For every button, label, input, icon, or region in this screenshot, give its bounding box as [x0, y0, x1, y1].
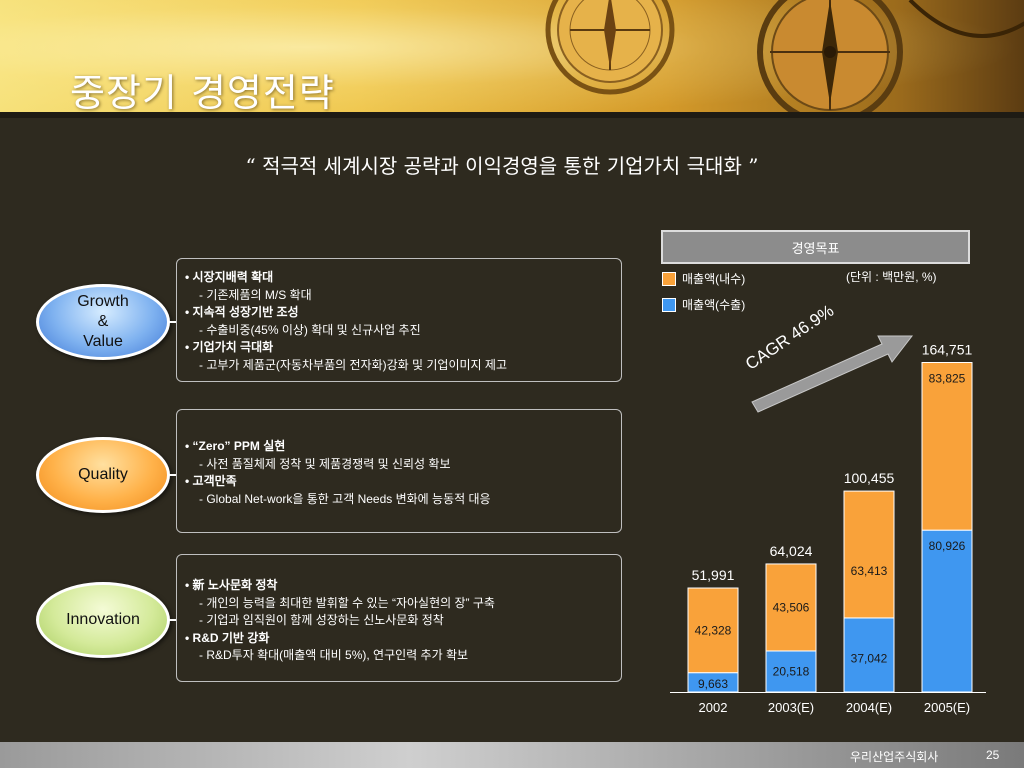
strategy-detail: 고부가 제품군(자동차부품의 전자화)강화 및 기업이미지 제고 [185, 357, 621, 375]
strategy-heading: 시장지배력 확대 [185, 269, 621, 287]
strategy-detail: 수출비중(45% 이상) 확대 및 신규사업 추진 [185, 322, 621, 340]
bar-label-export: 9,663 [698, 677, 728, 691]
bar-total-label: 164,751 [922, 341, 973, 357]
bar-export [921, 529, 973, 693]
strategy-detail: 기존제품의 M/S 확대 [185, 287, 621, 305]
legend-label-export: 매출액(수출) [682, 298, 746, 312]
bar-label-export: 20,518 [773, 665, 810, 679]
footer-bar [0, 742, 1024, 768]
legend-swatch-domestic [662, 271, 676, 286]
bar-label-domestic: 63,413 [851, 564, 888, 578]
legend-label-domestic: 매출액(내수) [682, 272, 746, 286]
sales-target-chart: 9,663 42,328 51,991 2002 20,518 43,506 64,024 2… [670, 335, 986, 715]
strategy-detail: R&D투자 확대(매출액 대비 5%), 연구인력 추가 확보 [185, 647, 621, 665]
x-tick-label: 2004(E) [846, 700, 892, 715]
bar-total-label: 64,024 [770, 543, 813, 559]
strategy-detail: 기업과 임직원이 함께 성장하는 신노사문화 정착 [185, 612, 621, 630]
unit-label: (단위 : 백만원, %) [846, 270, 937, 284]
strategy-box-growth: 시장지배력 확대 기존제품의 M/S 확대 지속적 성장기반 조성 수출비중(4… [176, 258, 622, 382]
x-tick-label: 2005(E) [924, 700, 970, 715]
connector-line [168, 321, 178, 323]
pillar-quality: Quality [36, 437, 170, 513]
connector-line [168, 474, 178, 476]
strategy-heading: “Zero” PPM 실현 [185, 438, 621, 456]
strategy-box-quality: “Zero” PPM 실현 사전 품질체제 정착 및 제품경쟁력 및 신뢰성 확… [176, 409, 622, 533]
legend-swatch-export [662, 297, 676, 312]
slide-title: 중장기 경영전략 [70, 71, 335, 115]
bar-domestic [765, 563, 817, 652]
strategy-heading: 고객만족 [185, 473, 621, 491]
pillar-label-line: Innovation [66, 611, 140, 628]
bar-total-label: 51,991 [692, 567, 735, 583]
bar-label-domestic: 83,825 [929, 371, 966, 385]
bar-label-domestic: 43,506 [773, 600, 810, 614]
vision-slogan: “ 적극적 세계시장 공략과 이익경영을 통한 기업가치 극대화 ” [245, 154, 759, 178]
strategy-heading: 新 노사문화 정착 [185, 577, 621, 595]
target-panel-header: 경영목표 [661, 230, 970, 264]
header-divider [0, 112, 1024, 118]
header-banner: 중장기 경영전략 [0, 0, 1024, 118]
pillar-label-line: Quality [78, 466, 128, 483]
cagr-arrow [751, 335, 914, 413]
bar-total-label: 100,455 [844, 470, 895, 486]
pillar-label-line: Value [83, 333, 123, 350]
pillar-label-line: & [97, 313, 109, 330]
bar-domestic [687, 587, 739, 674]
company-name: 우리산업주식회사 [850, 750, 939, 764]
strategy-detail: Global Net-work을 통한 고객 Needs 변화에 능동적 대응 [185, 491, 621, 509]
compass-image [545, 0, 1024, 118]
x-tick-label: 2003(E) [768, 700, 814, 715]
bar-domestic [843, 490, 895, 619]
bar-label-domestic: 42,328 [695, 623, 732, 637]
connector-line [168, 619, 178, 621]
pillar-label-line: Growth [77, 293, 129, 310]
bar-label-export: 80,926 [929, 539, 966, 553]
bar-label-export: 37,042 [851, 651, 888, 665]
strategy-detail: 개인의 능력을 최대한 발휘할 수 있는 “자아실현의 장” 구축 [185, 595, 621, 613]
strategy-heading: R&D 기반 강화 [185, 630, 621, 648]
strategy-heading: 기업가치 극대화 [185, 339, 621, 357]
pillar-growth-value: Growth & Value [36, 284, 170, 360]
strategy-detail: 사전 품질체제 정착 및 제품경쟁력 및 신뢰성 확보 [185, 456, 621, 474]
bar-domestic [921, 361, 973, 531]
x-tick-label: 2002 [699, 700, 728, 715]
strategy-box-innovation: 新 노사문화 정착 개인의 능력을 최대한 발휘할 수 있는 “자아실현의 장”… [176, 554, 622, 682]
page-number: 25 [986, 748, 1000, 762]
legend-item-domestic: 매출액(내수) [662, 270, 745, 287]
legend-item-export: 매출액(수출) [662, 296, 745, 313]
strategy-heading: 지속적 성장기반 조성 [185, 304, 621, 322]
pillar-innovation: Innovation [36, 582, 170, 658]
